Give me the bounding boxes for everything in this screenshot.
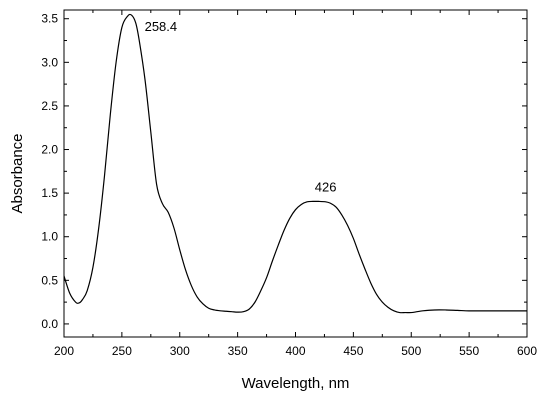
annotations: 258.4 426 bbox=[145, 19, 337, 194]
y-axis-title: Absorbance bbox=[9, 133, 26, 213]
y-tick-label: 1.0 bbox=[41, 230, 58, 244]
peak-label-426: 426 bbox=[315, 179, 337, 194]
series-line bbox=[63, 13, 527, 314]
y-tick-label: 2.0 bbox=[41, 143, 58, 157]
x-tick-label: 250 bbox=[112, 344, 132, 358]
x-tick-label: 450 bbox=[343, 344, 363, 358]
y-tick-label: 0.0 bbox=[41, 317, 58, 331]
y-tick-label: 0.5 bbox=[41, 273, 58, 287]
x-ticks: 200 250 300 350 400 450 500 550 600 bbox=[54, 10, 537, 358]
x-axis-title: Wavelength, nm bbox=[242, 375, 350, 392]
y-tick-label: 3.0 bbox=[41, 55, 58, 69]
x-tick-label: 300 bbox=[170, 344, 190, 358]
plot-frame bbox=[63, 9, 528, 338]
x-tick-label: 600 bbox=[517, 344, 537, 358]
x-tick-label: 350 bbox=[228, 344, 248, 358]
x-tick-label: 500 bbox=[401, 344, 421, 358]
x-tick-label: 200 bbox=[54, 344, 74, 358]
series-group bbox=[63, 13, 527, 314]
y-tick-label: 1.5 bbox=[41, 186, 58, 200]
peak-label-258: 258.4 bbox=[145, 19, 178, 34]
y-ticks: 0.0 0.5 1.0 1.5 2.0 2.5 3.0 3.5 bbox=[41, 12, 527, 331]
y-tick-label: 3.5 bbox=[41, 12, 58, 26]
x-tick-label: 550 bbox=[459, 344, 479, 358]
x-tick-label: 400 bbox=[285, 344, 305, 358]
y-tick-label: 2.5 bbox=[41, 99, 58, 113]
